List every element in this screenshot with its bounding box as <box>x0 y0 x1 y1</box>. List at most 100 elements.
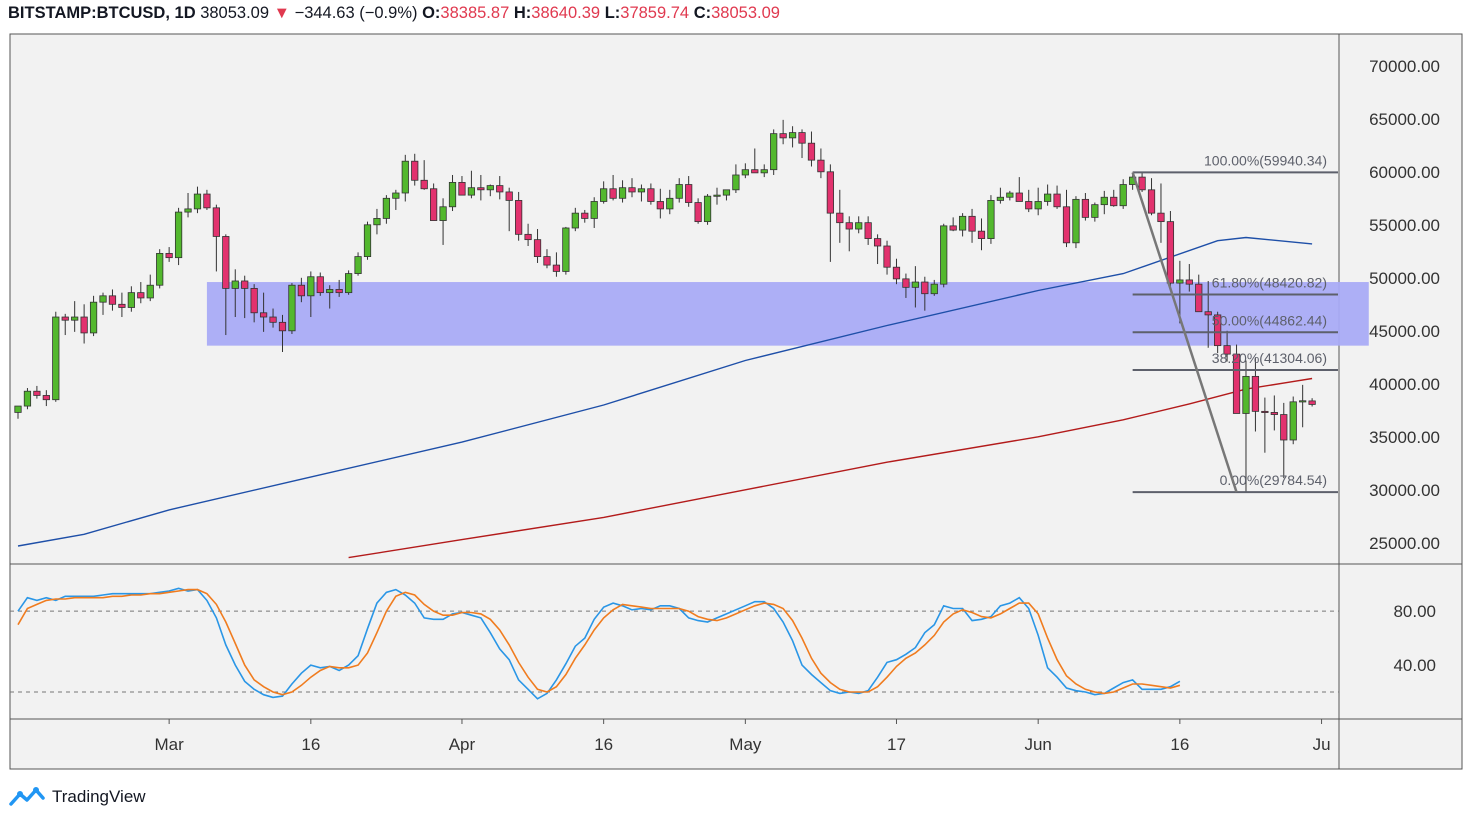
candle-body <box>873 238 882 247</box>
candle <box>713 187 721 205</box>
candle-body <box>156 253 164 286</box>
candle <box>1166 211 1175 287</box>
candle-body <box>326 289 334 294</box>
candle <box>798 129 806 159</box>
fib-trend-line <box>1131 172 1238 493</box>
candle <box>14 405 22 419</box>
candle <box>1185 264 1193 292</box>
candle <box>1062 189 1071 248</box>
candle-body <box>89 301 98 334</box>
open-label: O: <box>422 4 441 22</box>
candle-body <box>675 184 683 199</box>
candle <box>33 385 41 399</box>
candle <box>222 234 230 336</box>
candle <box>1232 344 1241 414</box>
candle <box>694 198 702 224</box>
candle <box>940 223 948 288</box>
candle <box>958 213 967 237</box>
candle-body <box>741 169 749 176</box>
time-tick-label: 16 <box>1170 735 1189 754</box>
candle-body <box>703 195 712 223</box>
candles <box>14 119 1316 493</box>
candle-body <box>382 197 391 219</box>
candle <box>788 126 797 148</box>
candle-body <box>958 215 967 231</box>
candle <box>1280 402 1288 479</box>
candle-body <box>1034 201 1042 210</box>
candle-body <box>722 189 731 196</box>
candle <box>1223 330 1231 362</box>
stoch-tick-label: 40.00 <box>1393 656 1436 675</box>
candle-body <box>222 236 230 289</box>
candle <box>1157 183 1165 243</box>
candle <box>883 240 891 275</box>
candle-body <box>1223 345 1231 355</box>
close-value: 38053.09 <box>711 4 780 22</box>
fibonacci-retracement: 100.00%(59940.34) 61.80%(48420.82) 50.00%(… <box>1131 152 1338 494</box>
candle-body <box>411 160 419 181</box>
candle-body <box>600 188 608 202</box>
candle <box>1006 190 1014 201</box>
moving-average-line-2 <box>348 377 1313 559</box>
candle <box>1025 189 1033 213</box>
tradingview-logo[interactable]: TradingView <box>8 784 146 810</box>
candle <box>1119 179 1127 209</box>
candle <box>146 274 154 302</box>
candle <box>231 269 239 318</box>
candle <box>1176 260 1184 324</box>
down-arrow-icon: ▼ <box>273 4 290 22</box>
candle-body <box>1062 206 1071 244</box>
candle-body <box>1280 414 1288 441</box>
candle-body <box>297 284 305 297</box>
candle-body <box>439 206 447 221</box>
candle <box>373 208 381 235</box>
candle-body <box>533 239 542 257</box>
candle <box>732 164 740 193</box>
time-tick-label: Ju <box>1313 735 1331 754</box>
candle-body <box>845 222 853 230</box>
time-tick-label: Apr <box>449 735 476 754</box>
symbol-label[interactable]: BITSTAMP:BTCUSD, 1D <box>8 4 196 22</box>
candle <box>996 187 1005 204</box>
candle <box>174 207 183 266</box>
candle-body <box>817 159 825 173</box>
candle-body <box>1251 375 1260 412</box>
candle <box>770 129 778 175</box>
candle-body <box>770 133 778 171</box>
candle <box>685 176 693 207</box>
candle <box>80 304 88 344</box>
candle-body <box>99 295 107 303</box>
candle-body <box>1289 401 1297 441</box>
candle-body <box>1214 314 1222 347</box>
candle <box>609 174 617 201</box>
price-tick-label: 25000.00 <box>1369 534 1440 553</box>
candle-body <box>344 273 353 294</box>
candle-body <box>1242 375 1250 414</box>
candle-body <box>647 188 655 202</box>
candle-body <box>581 212 589 219</box>
candle <box>458 176 466 196</box>
candle-body <box>165 253 173 259</box>
candle <box>779 119 787 145</box>
candle-body <box>467 187 476 196</box>
candle-body <box>203 193 211 209</box>
stoch-line-2 <box>17 588 1181 696</box>
candle-body <box>458 181 466 196</box>
candle <box>656 188 664 219</box>
candle-body <box>259 312 268 318</box>
price-tick-label: 30000.00 <box>1369 481 1440 500</box>
candle-body <box>23 390 32 407</box>
candle-body <box>760 169 768 174</box>
candle <box>363 221 372 260</box>
candle <box>326 285 334 309</box>
candle <box>401 154 409 202</box>
candle-body <box>505 191 513 201</box>
candle-body <box>940 225 948 285</box>
candle-body <box>477 187 485 191</box>
candle <box>1053 185 1061 209</box>
candle-body <box>269 316 277 323</box>
moving-average-line-1 <box>17 236 1313 547</box>
candle <box>1308 398 1316 407</box>
candle-body <box>146 284 154 299</box>
